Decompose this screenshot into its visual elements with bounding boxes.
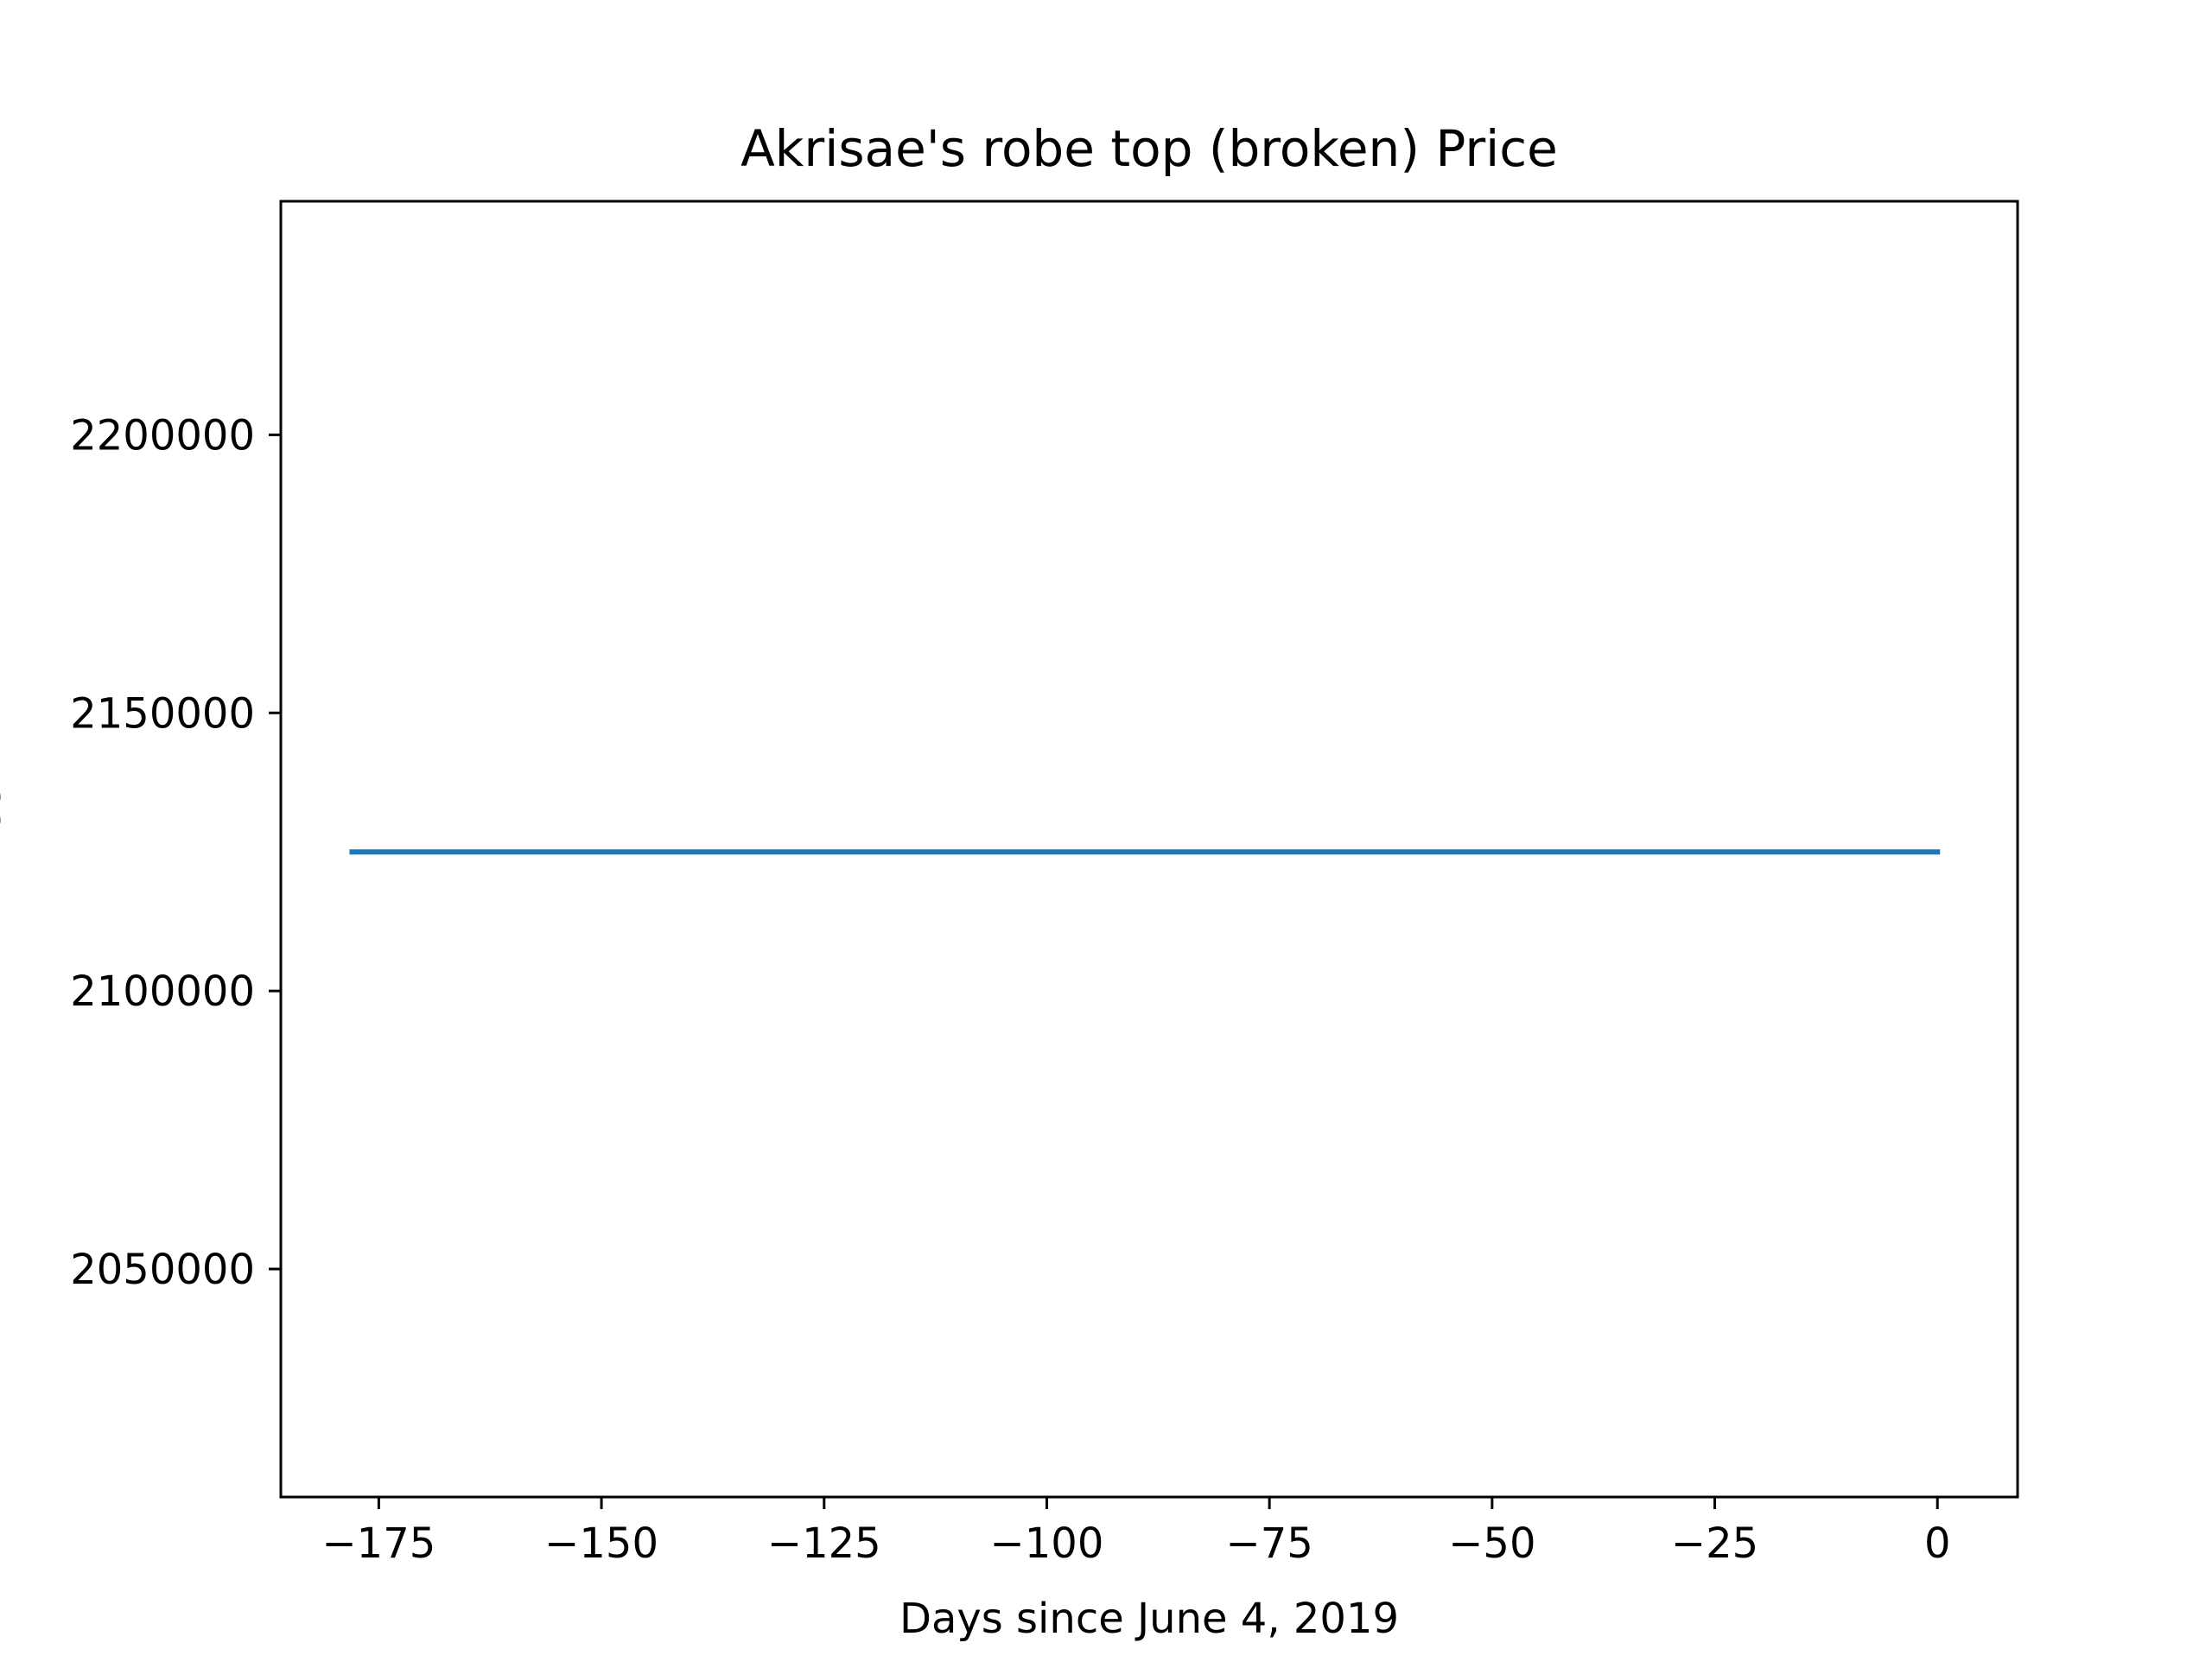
y-tick-label: 2050000 <box>70 1246 255 1294</box>
x-tick-label: −25 <box>1671 1519 1758 1568</box>
y-tick-label: 2150000 <box>70 689 255 738</box>
y-tick-label: 2100000 <box>70 967 255 1016</box>
y-tick-label: 2200000 <box>70 411 255 460</box>
chart-title: Akrisae's robe top (broken) Price <box>741 119 1558 178</box>
y-axis: 2050000 2100000 2150000 2200000 <box>70 411 281 1294</box>
plot-frame <box>279 200 2019 1499</box>
x-axis-label: Days since June 4, 2019 <box>899 1595 1399 1643</box>
x-tick-label: −150 <box>544 1519 658 1568</box>
x-tick-label: −50 <box>1448 1519 1535 1568</box>
x-tick-label: −75 <box>1226 1519 1313 1568</box>
x-tick-label: −175 <box>321 1519 435 1568</box>
x-tick-label: −100 <box>990 1519 1104 1568</box>
x-tick-label: 0 <box>1924 1519 1951 1568</box>
y-axis-label: Price <box>0 785 10 886</box>
x-tick-label: −125 <box>767 1519 881 1568</box>
x-axis: −175 −150 −125 −100 −75 −50 −25 0 <box>321 1497 1951 1568</box>
